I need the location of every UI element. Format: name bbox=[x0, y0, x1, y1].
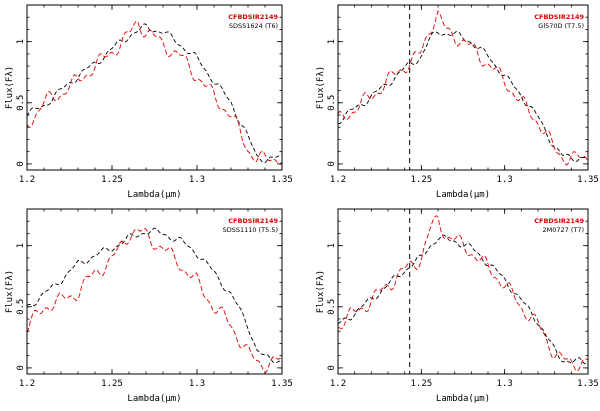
x-tick-label: 1.25 bbox=[410, 175, 432, 185]
x-tick-label: 1.35 bbox=[271, 175, 293, 185]
axes-frame bbox=[26, 4, 283, 171]
x-tick-label: 1.35 bbox=[577, 379, 599, 389]
panel-1: 1.2 1.25 1.3 1.35 0 0.5 1 Lambda(μm) Flux(Fλ) CFB… bbox=[5, 4, 293, 200]
legend-target: CFBDSIR2149 bbox=[534, 217, 584, 225]
x-tick-label: 1.25 bbox=[101, 175, 123, 185]
y-tick-label: 0 bbox=[16, 161, 26, 166]
series-line-comparison bbox=[338, 30, 589, 163]
axes-frame bbox=[26, 208, 283, 375]
axes-frame bbox=[337, 4, 589, 171]
legend-target: CFBDSIR2149 bbox=[228, 217, 278, 225]
y-tick-label: 1 bbox=[327, 39, 337, 44]
x-axis-label: Lambda(μm) bbox=[436, 394, 490, 404]
x-axis-label: Lambda(μm) bbox=[436, 190, 490, 200]
x-tick-label: 1.25 bbox=[101, 379, 123, 389]
y-tick-label: 0.5 bbox=[327, 95, 337, 111]
x-axis-label: Lambda(μm) bbox=[127, 190, 181, 200]
legend-comparison: 2M0727 (T7) bbox=[542, 226, 584, 234]
y-tick-label: 1 bbox=[16, 243, 26, 248]
panel-4: 1.2 1.25 1.3 1.35 0 0.5 1 Lambda(μm) Flux(Fλ) CFB… bbox=[316, 208, 599, 404]
y-axis-label: Flux(Fλ) bbox=[316, 66, 326, 109]
x-tick-label: 1.2 bbox=[19, 379, 35, 389]
x-tick-label: 1.35 bbox=[271, 379, 293, 389]
series-line-comparison bbox=[26, 23, 283, 164]
y-tick-label: 0 bbox=[327, 365, 337, 370]
y-tick-label: 0.5 bbox=[327, 299, 337, 315]
y-axis-label: Flux(Fλ) bbox=[316, 270, 326, 313]
series-line-comparison bbox=[337, 234, 589, 365]
panel-2: 1.2 1.25 1.3 1.35 0 0.5 1 Lambda(μm) Flux(Fλ) CFB… bbox=[316, 4, 599, 200]
legend-comparison: Gl570D (T7.5) bbox=[538, 22, 584, 30]
legend-target: CFBDSIR2149 bbox=[228, 13, 278, 21]
y-axis-label: Flux(Fλ) bbox=[5, 270, 15, 313]
y-tick-label: 0.5 bbox=[16, 95, 26, 111]
x-tick-label: 1.3 bbox=[189, 379, 205, 389]
y-tick-label: 0 bbox=[327, 161, 337, 166]
legend-comparison: SDSS1624 (T6) bbox=[229, 22, 278, 30]
x-tick-label: 1.3 bbox=[497, 379, 513, 389]
series-line-target bbox=[337, 10, 589, 166]
series-line-target bbox=[26, 228, 283, 374]
y-axis-label: Flux(Fλ) bbox=[5, 66, 15, 109]
series-line-comparison bbox=[26, 227, 283, 364]
x-axis-label: Lambda(μm) bbox=[127, 394, 181, 404]
legend-target: CFBDSIR2149 bbox=[534, 13, 584, 21]
x-tick-label: 1.25 bbox=[410, 379, 432, 389]
y-tick-label: 0.5 bbox=[16, 299, 26, 315]
series-line-target bbox=[26, 20, 283, 165]
x-tick-label: 1.35 bbox=[577, 175, 599, 185]
y-tick-label: 1 bbox=[16, 39, 26, 44]
legend-comparison: SDSS1110 (T5.5) bbox=[223, 226, 278, 234]
x-tick-label: 1.3 bbox=[189, 175, 205, 185]
y-tick-label: 0 bbox=[16, 365, 26, 370]
y-tick-label: 1 bbox=[327, 243, 337, 248]
x-tick-label: 1.2 bbox=[330, 175, 346, 185]
series-line-target bbox=[337, 215, 589, 372]
panel-3: 1.2 1.25 1.3 1.35 0 0.5 1 Lambda(μm) Flux(Fλ) CFB… bbox=[5, 208, 293, 404]
x-tick-label: 1.3 bbox=[497, 175, 513, 185]
axes-frame bbox=[337, 208, 589, 375]
x-tick-label: 1.2 bbox=[330, 379, 346, 389]
x-tick-label: 1.2 bbox=[19, 175, 35, 185]
